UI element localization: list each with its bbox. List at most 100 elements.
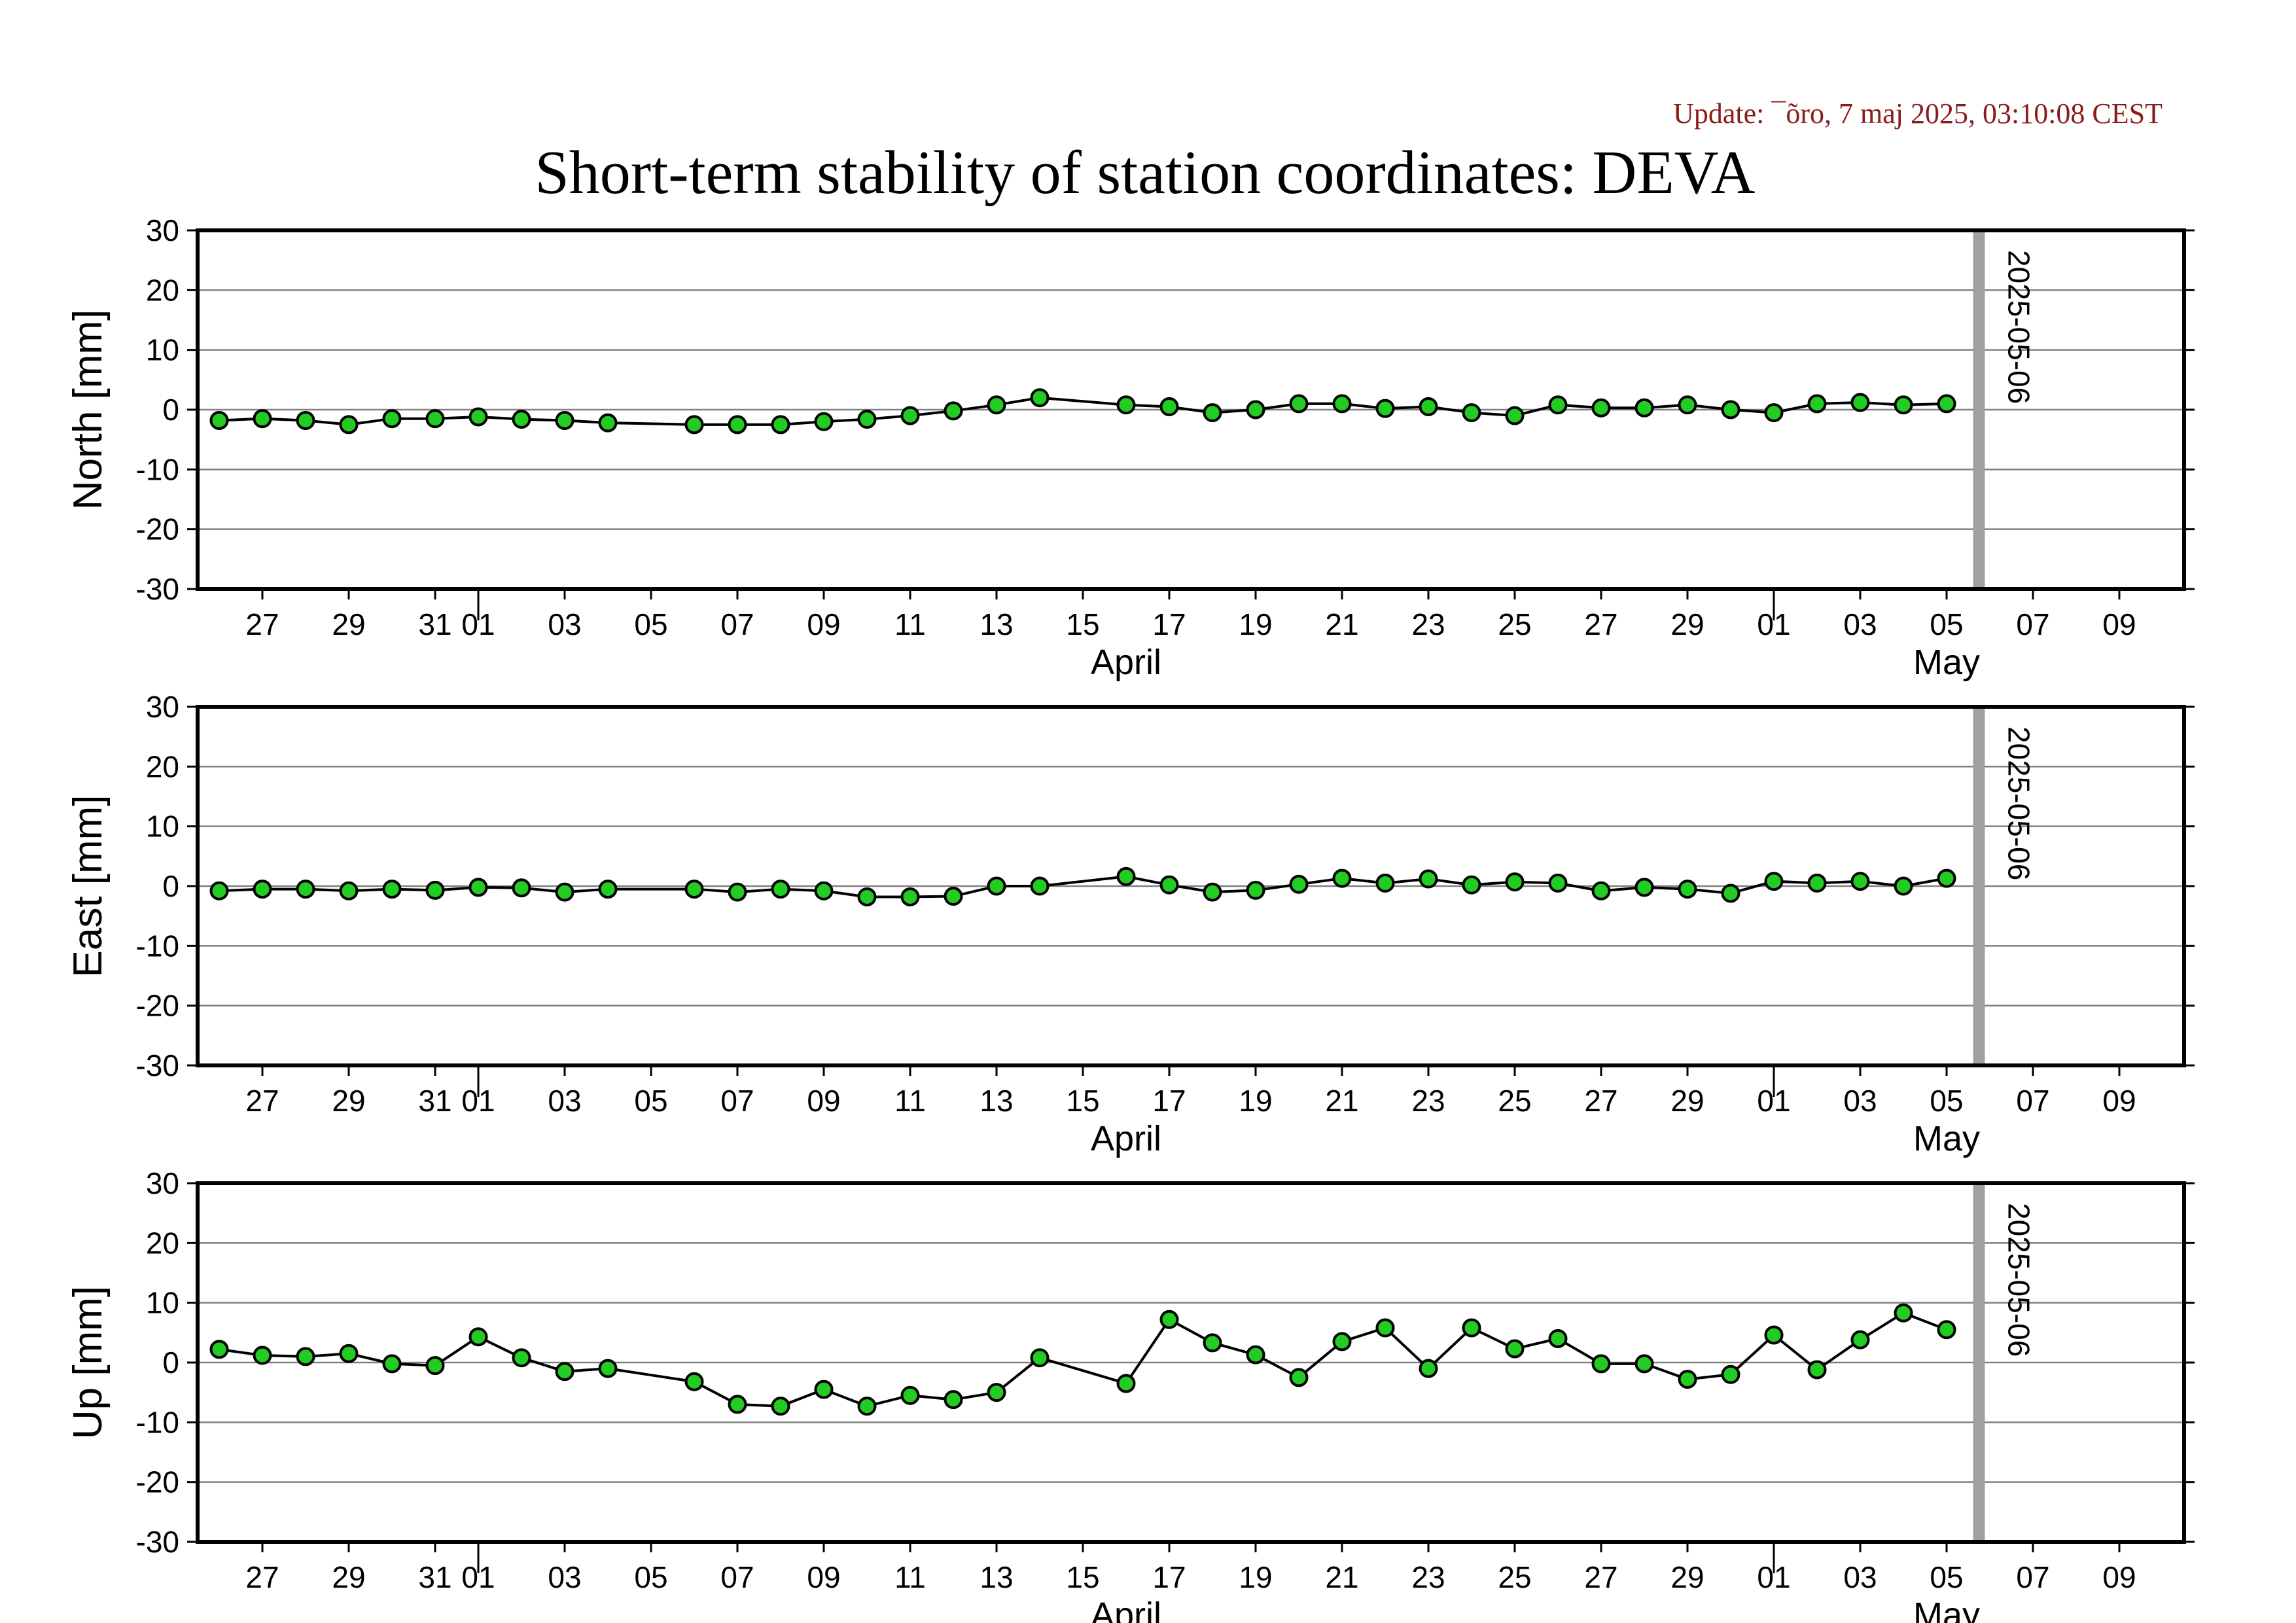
data-point — [425, 880, 445, 900]
data-point — [1332, 868, 1352, 888]
y-tick-label: -20 — [136, 989, 179, 1023]
x-tick-label: 29 — [332, 607, 365, 641]
data-point — [684, 1372, 704, 1391]
data-point — [1721, 883, 1740, 903]
data-point — [382, 1354, 402, 1374]
data-point — [1807, 394, 1827, 414]
data-point — [728, 882, 747, 902]
x-tick-label: 03 — [548, 1560, 581, 1594]
data-point — [944, 1390, 963, 1410]
data-point — [1159, 1310, 1179, 1329]
y-tick-label: 20 — [146, 273, 179, 307]
x-tick-label: 27 — [245, 1560, 279, 1594]
date-marker-label: 2025-05-06 — [2002, 1203, 2036, 1357]
data-point — [1591, 398, 1611, 418]
data-point — [1937, 1320, 1956, 1340]
data-point — [1289, 874, 1309, 894]
x-tick-label: 11 — [894, 607, 926, 641]
data-point — [1505, 1339, 1525, 1359]
data-point — [1462, 1318, 1481, 1338]
x-tick-label: 27 — [245, 607, 279, 641]
x-tick-label: 25 — [1498, 607, 1531, 641]
data-point — [1721, 1364, 1740, 1384]
x-tick-label: 05 — [1930, 607, 1963, 641]
x-tick-label: 11 — [894, 1084, 926, 1118]
x-tick-label: 17 — [1152, 1560, 1186, 1594]
data-point — [1375, 399, 1395, 418]
data-point — [296, 410, 315, 430]
y-axis-label: North [mm] — [65, 310, 111, 510]
x-tick-label: 21 — [1325, 607, 1358, 641]
x-tick-label: 31 — [418, 607, 451, 641]
data-point — [1246, 400, 1265, 419]
data-point — [944, 401, 963, 421]
x-tick-label: 05 — [634, 607, 667, 641]
y-tick-label: 20 — [146, 749, 179, 783]
data-point — [1894, 1303, 1913, 1323]
data-point — [728, 415, 747, 435]
data-point — [468, 1327, 488, 1347]
data-point — [253, 409, 272, 429]
data-point — [684, 880, 704, 899]
panel-frame — [196, 228, 2186, 591]
x-tick-label: 13 — [980, 1084, 1013, 1118]
data-point — [987, 1383, 1006, 1402]
data-point — [684, 415, 704, 435]
x-tick-label: 09 — [2102, 1084, 2136, 1118]
data-point — [1678, 1370, 1697, 1389]
data-point — [1159, 397, 1179, 416]
data-point — [1289, 394, 1309, 414]
data-point — [1937, 868, 1956, 888]
data-point — [1850, 393, 1870, 412]
data-point — [598, 1359, 618, 1378]
data-point — [1462, 403, 1481, 423]
data-point — [209, 881, 229, 901]
month-label: April — [1091, 1596, 1161, 1623]
y-tick-label: -30 — [136, 1525, 179, 1559]
data-point — [253, 1346, 272, 1365]
y-tick-label: 30 — [146, 690, 179, 724]
data-point — [1678, 880, 1697, 899]
x-tick-label: 13 — [980, 1560, 1013, 1594]
data-point — [1375, 1318, 1395, 1338]
month-label: May — [1913, 1596, 1980, 1623]
x-tick-label: 07 — [720, 607, 754, 641]
data-point — [1246, 880, 1265, 900]
data-point — [814, 1380, 834, 1399]
y-tick-label: 30 — [146, 213, 179, 247]
y-tick-label: 10 — [146, 810, 179, 844]
x-tick-label: 07 — [720, 1560, 754, 1594]
y-tick-label: 10 — [146, 333, 179, 367]
data-point — [296, 880, 315, 899]
month-label: April — [1091, 643, 1161, 682]
x-tick-label: 09 — [2102, 1560, 2136, 1594]
x-tick-label: 15 — [1066, 607, 1099, 641]
data-point — [512, 878, 531, 898]
data-point — [1807, 1360, 1827, 1380]
x-tick-label: 27 — [1584, 1560, 1617, 1594]
y-tick-label: 10 — [146, 1286, 179, 1320]
data-point — [425, 409, 445, 429]
x-tick-label: 29 — [1670, 1084, 1704, 1118]
x-tick-label: 07 — [720, 1084, 754, 1118]
data-point — [1937, 394, 1956, 414]
data-point — [425, 1356, 445, 1376]
data-point — [1289, 1368, 1309, 1387]
x-tick-label: 09 — [807, 1084, 840, 1118]
data-point — [1246, 1345, 1265, 1364]
chart-title: Short-term stability of station coordina… — [535, 139, 1756, 207]
data-point — [1419, 397, 1438, 416]
data-point — [814, 881, 834, 901]
x-tick-label: 17 — [1152, 1084, 1186, 1118]
x-tick-label: 21 — [1325, 1084, 1358, 1118]
data-point — [1591, 1354, 1611, 1374]
data-point — [1505, 406, 1525, 425]
x-tick-label: 11 — [894, 1560, 926, 1594]
x-tick-label: 31 — [418, 1084, 451, 1118]
x-tick-label: 03 — [1843, 607, 1877, 641]
x-tick-label: 19 — [1239, 1560, 1272, 1594]
data-point — [1894, 395, 1913, 415]
data-point — [1030, 876, 1050, 896]
data-point — [857, 887, 877, 906]
data-point — [339, 1344, 359, 1363]
